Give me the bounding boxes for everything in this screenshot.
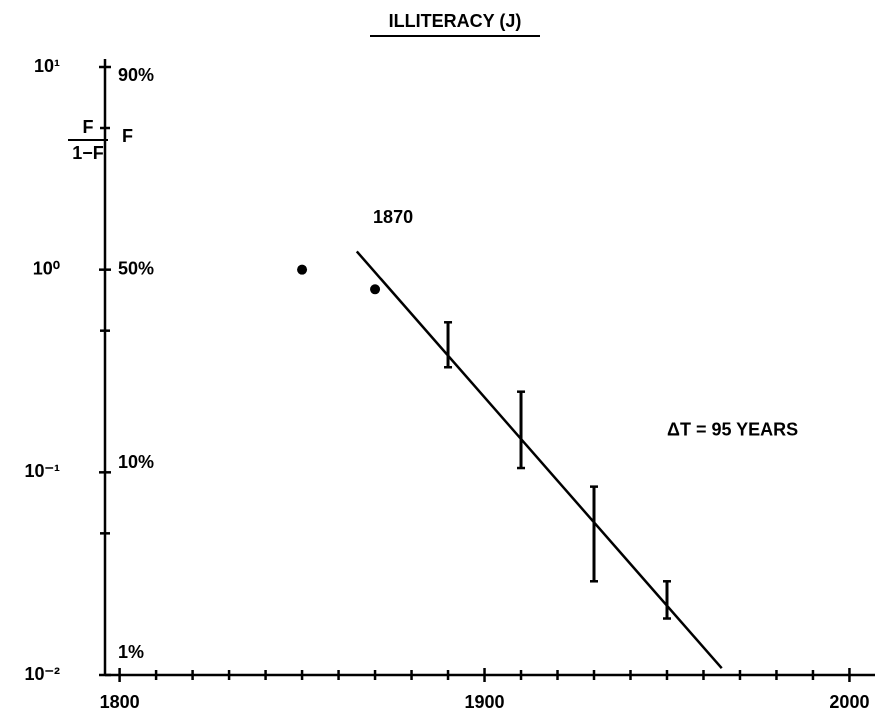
x-tick-label: 2000 xyxy=(829,692,869,712)
x-tick-label: 1900 xyxy=(465,692,505,712)
chart-title: ILLITERACY (J) xyxy=(389,11,522,31)
fit-line xyxy=(355,250,723,670)
f-tick-label: 50% xyxy=(118,258,154,278)
x-tick-label: 1800 xyxy=(100,692,140,712)
y2-label: F xyxy=(122,126,133,146)
point xyxy=(370,284,381,295)
y-label-denominator: 1−F xyxy=(72,143,104,163)
annotation: 1870 xyxy=(373,207,413,227)
f-tick-label: 90% xyxy=(118,65,154,85)
y-tick-label: 10⁻² xyxy=(24,664,60,684)
f-tick-label: 1% xyxy=(118,642,144,662)
point xyxy=(297,264,308,275)
f-tick-label: 10% xyxy=(118,452,154,472)
y-tick-label: 10⁻¹ xyxy=(24,461,60,481)
y-label-numerator: F xyxy=(83,117,94,137)
annotation: ΔT = 95 YEARS xyxy=(667,420,798,440)
y-tick-label: 10¹ xyxy=(34,56,60,76)
y-tick-label: 10⁰ xyxy=(33,258,60,278)
